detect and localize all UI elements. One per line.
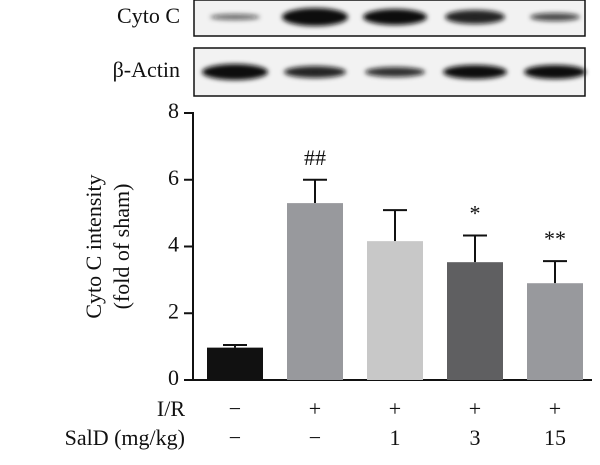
y-tick-label: 8 (168, 98, 179, 123)
x-tick-label: − (309, 425, 321, 450)
x-tick-label: 3 (470, 425, 481, 450)
x-tick-label: + (309, 396, 321, 421)
x-tick-label: 1 (390, 425, 401, 450)
y-tick-label: 2 (168, 298, 179, 323)
significance-label: ** (544, 226, 566, 251)
bar (287, 203, 343, 380)
bar (527, 283, 583, 380)
x-tick-label: + (469, 396, 481, 421)
blot-label: β-Actin (113, 57, 180, 82)
bar (447, 262, 503, 380)
bar (207, 347, 263, 380)
y-tick-label: 6 (168, 165, 179, 190)
y-axis-title: Cyto C intensity (81, 174, 106, 318)
row-label: I/R (157, 396, 185, 421)
x-tick-label: + (389, 396, 401, 421)
blot-cyto-c (193, 0, 586, 37)
bar (367, 241, 423, 380)
blot-actin (193, 47, 586, 97)
y-axis-title: (fold of sham) (109, 184, 134, 310)
x-tick-label: − (229, 396, 241, 421)
significance-label: * (470, 201, 481, 226)
blot-label: Cyto C (117, 3, 180, 28)
x-tick-label: + (549, 396, 561, 421)
row-label: SalD (mg/kg) (65, 425, 185, 450)
y-tick-label: 4 (168, 232, 179, 257)
x-tick-label: 15 (544, 425, 566, 450)
x-tick-label: − (229, 425, 241, 450)
y-tick-label: 0 (168, 365, 179, 390)
significance-label: ## (304, 145, 326, 170)
